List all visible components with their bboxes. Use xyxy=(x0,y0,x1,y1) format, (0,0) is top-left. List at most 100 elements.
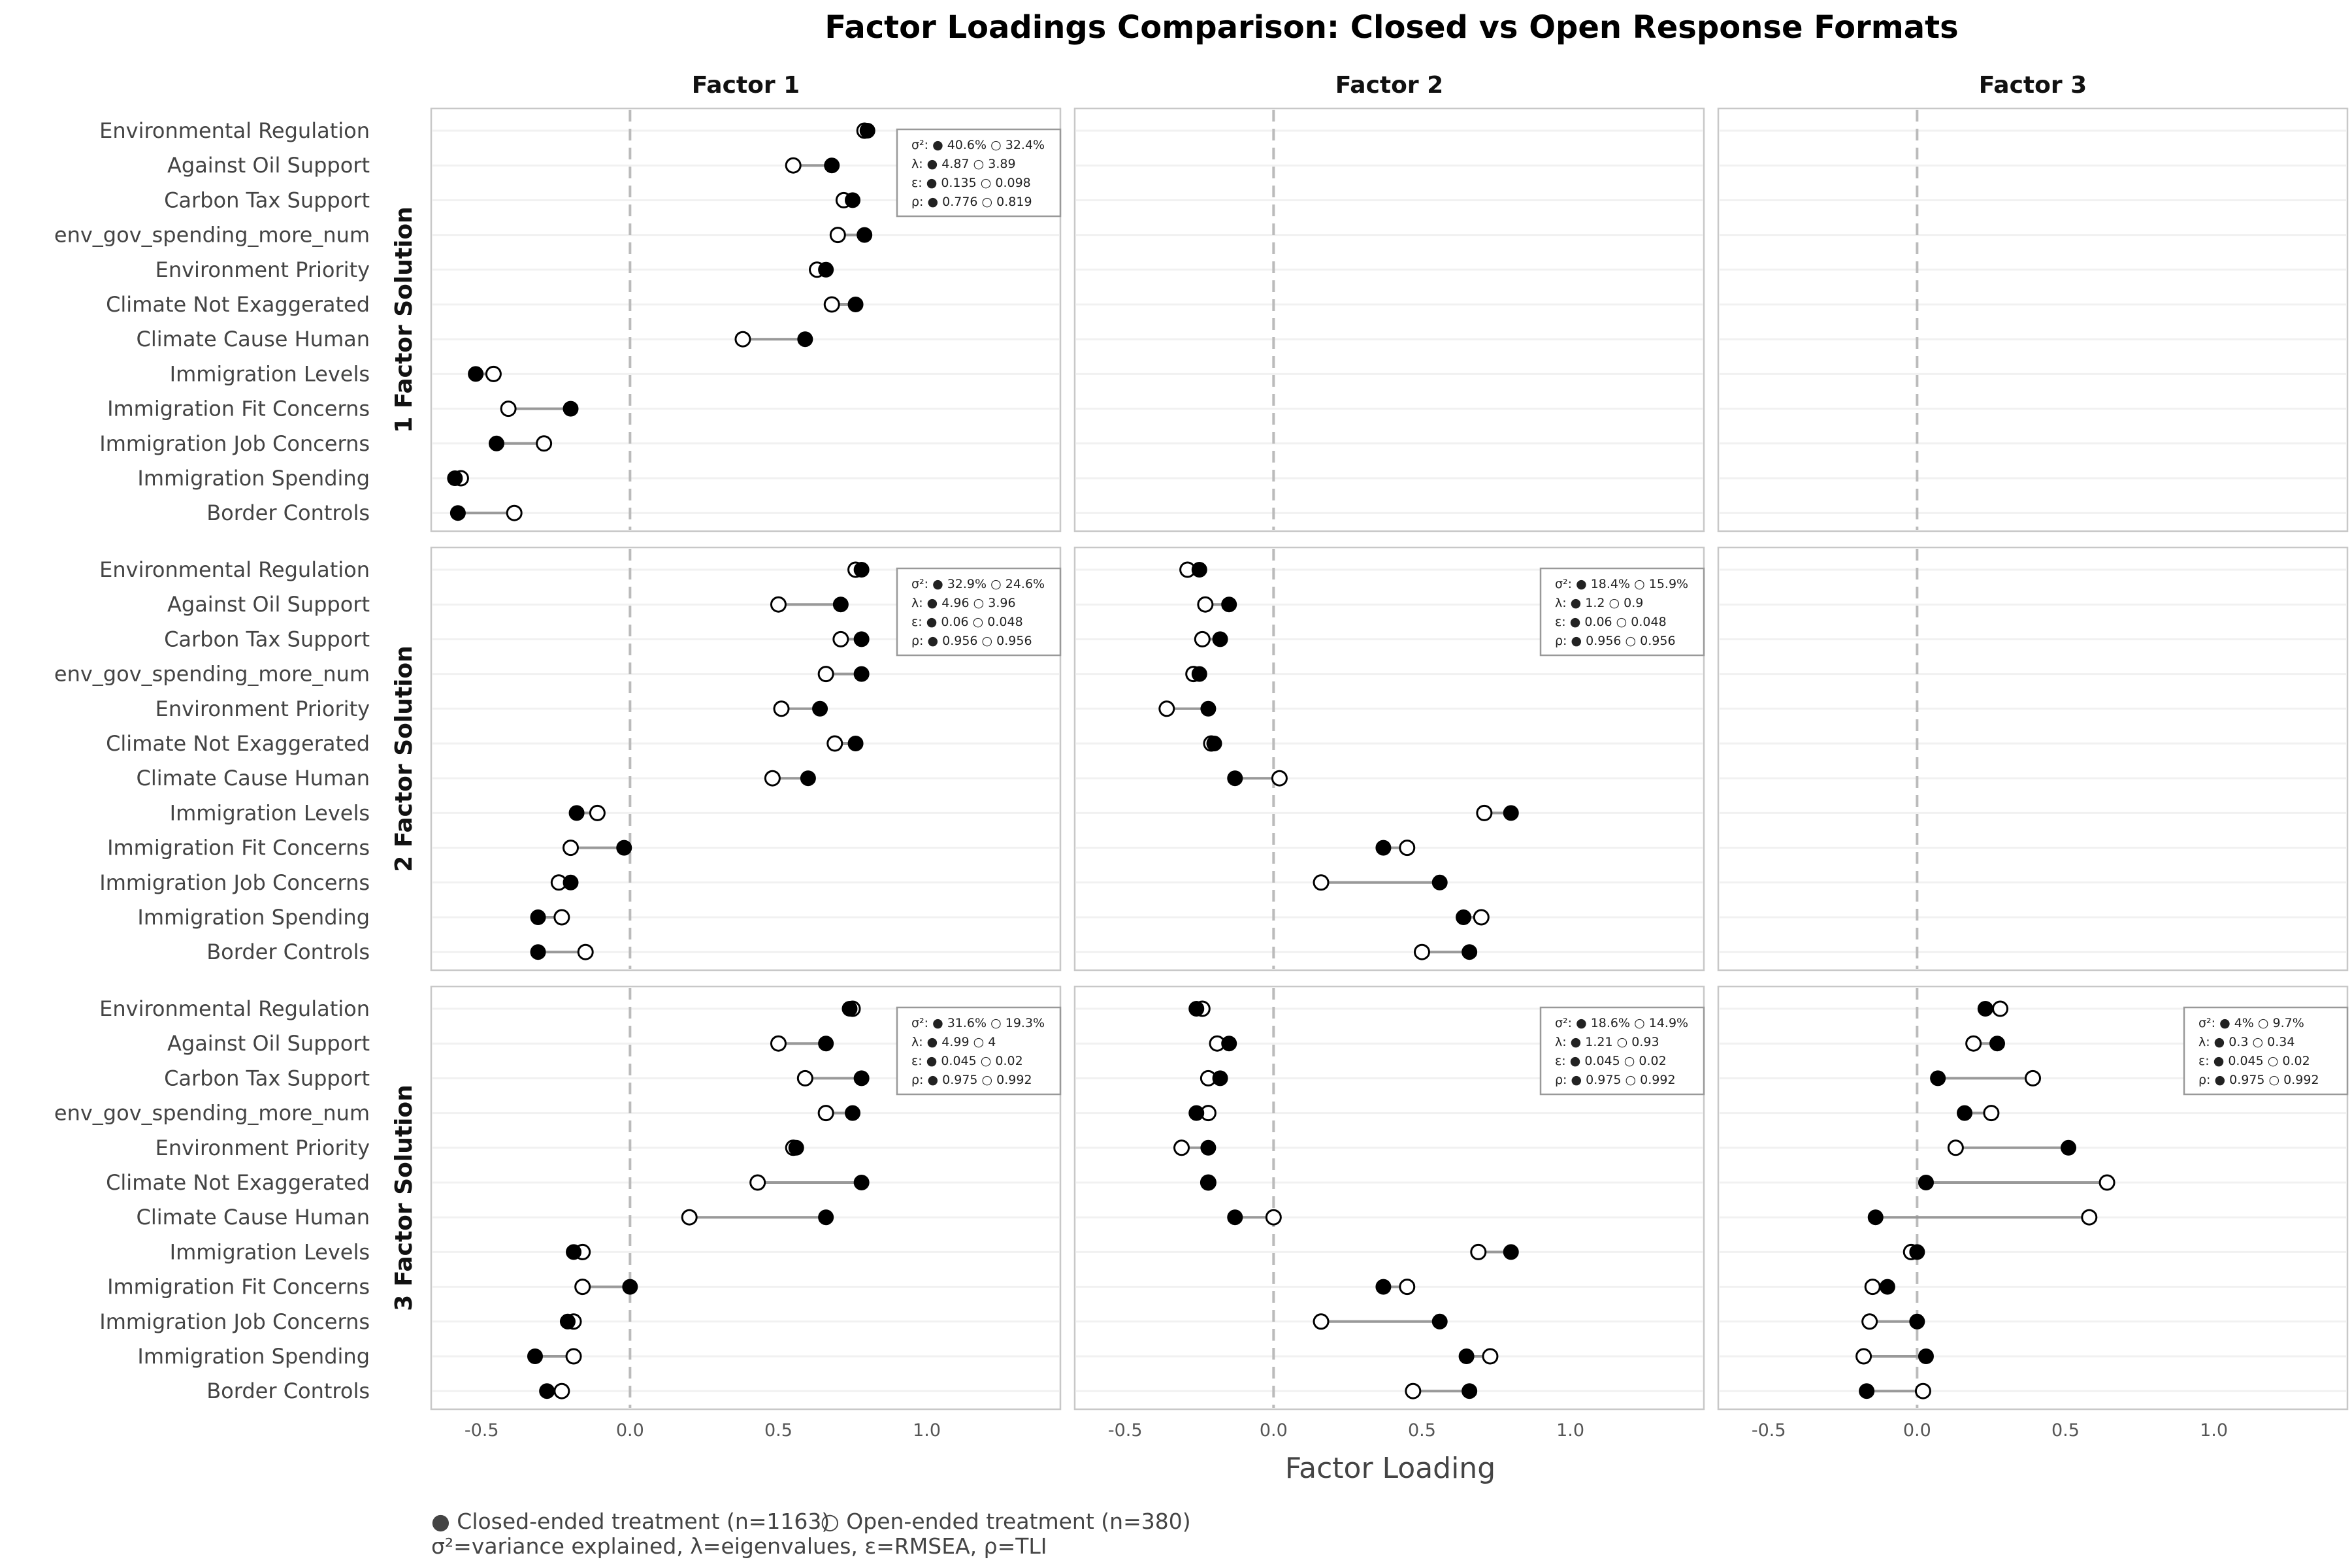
closed-point xyxy=(1206,736,1222,751)
closed-point xyxy=(1221,1036,1237,1052)
open-point xyxy=(500,400,517,417)
open-point xyxy=(565,1348,582,1365)
item-label: Immigration Levels xyxy=(170,1239,370,1264)
closed-point xyxy=(812,700,828,717)
open-point xyxy=(2099,1174,2115,1191)
closed-point xyxy=(853,562,870,578)
closed-point xyxy=(1212,1070,1228,1086)
x-tick-label: 1.0 xyxy=(1556,1420,1584,1441)
open-point xyxy=(1158,700,1175,717)
stats-text: ε: ● 0.045 ○ 0.02 xyxy=(1555,1054,1667,1068)
stats-text: ε: ● 0.045 ○ 0.02 xyxy=(911,1054,1023,1068)
item-label: Environmental Regulation xyxy=(99,996,370,1021)
open-point xyxy=(1197,596,1214,613)
stats-text: λ: ● 1.21 ○ 0.93 xyxy=(1555,1035,1659,1049)
open-point xyxy=(796,1070,813,1086)
stats-text: ρ: ● 0.956 ○ 0.956 xyxy=(1555,634,1676,648)
closed-point xyxy=(859,123,875,139)
closed-point xyxy=(530,909,546,925)
chart-title: Factor Loadings Comparison: Closed vs Op… xyxy=(825,9,1958,46)
open-point xyxy=(1194,630,1211,647)
closed-point xyxy=(853,631,870,647)
x-tick-label: 0.5 xyxy=(1408,1420,1436,1441)
closed-point xyxy=(559,1313,576,1330)
closed-point xyxy=(563,400,579,417)
closed-point xyxy=(1188,1001,1205,1017)
open-point xyxy=(1405,1382,1422,1399)
open-point xyxy=(734,331,751,348)
item-label: Against Oil Support xyxy=(167,592,370,617)
closed-point xyxy=(1188,1105,1205,1121)
item-label: Climate Not Exaggerated xyxy=(106,1170,370,1195)
open-point xyxy=(1265,1209,1282,1226)
open-point xyxy=(1470,1243,1487,1260)
stats-text: ρ: ● 0.776 ○ 0.819 xyxy=(911,195,1032,209)
labels-layer: Factor 1 Factor 2 Factor 3 1 Factor Solutio… xyxy=(54,72,2228,1441)
stats-text: λ: ● 4.87 ○ 3.89 xyxy=(911,157,1016,171)
legend-note: σ²=variance explained, λ=eigenvalues, ε=… xyxy=(431,1533,1047,1559)
row-title: 3 Factor Solution xyxy=(391,1085,417,1311)
closed-point xyxy=(1930,1070,1946,1086)
open-point xyxy=(1861,1313,1878,1330)
closed-point xyxy=(1918,1348,1934,1364)
closed-point xyxy=(1200,1139,1217,1156)
x-tick-label: 0.0 xyxy=(1260,1420,1288,1441)
closed-point xyxy=(1431,874,1448,890)
open-point xyxy=(589,804,606,821)
closed-point xyxy=(1503,805,1519,821)
stats-text: ρ: ● 0.975 ○ 0.992 xyxy=(911,1073,1032,1087)
open-point xyxy=(1413,943,1430,960)
closed-point xyxy=(847,736,864,751)
x-tick-label: 0.5 xyxy=(764,1420,792,1441)
open-point xyxy=(1864,1279,1881,1296)
item-label: Carbon Tax Support xyxy=(164,188,370,212)
closed-point xyxy=(1221,596,1237,613)
column-title: Factor 1 xyxy=(692,72,800,99)
closed-point xyxy=(1859,1383,1875,1399)
open-point xyxy=(773,700,790,717)
stats-text: σ²: ● 18.4% ○ 15.9% xyxy=(1555,577,1688,591)
stats-text: ε: ● 0.06 ○ 0.048 xyxy=(1555,615,1667,629)
closed-point xyxy=(1957,1105,1973,1121)
closed-point xyxy=(818,261,834,278)
item-label: Immigration Job Concerns xyxy=(99,431,370,456)
item-label: Environmental Regulation xyxy=(99,557,370,582)
stats-text: λ: ● 4.99 ○ 4 xyxy=(911,1035,996,1049)
closed-point xyxy=(841,1001,858,1017)
closed-point xyxy=(1456,909,1472,925)
open-point xyxy=(1173,1139,1190,1156)
closed-point xyxy=(563,874,579,890)
open-point xyxy=(817,1105,834,1122)
open-point xyxy=(1947,1139,1964,1156)
x-tick-label: -0.5 xyxy=(1108,1420,1143,1441)
open-point xyxy=(823,296,840,313)
open-point xyxy=(770,596,787,613)
open-point xyxy=(2025,1070,2041,1086)
open-point xyxy=(1992,1000,2009,1017)
legend-closed: ● Closed-ended treatment (n=1163) xyxy=(431,1509,830,1534)
closed-point xyxy=(832,596,849,613)
open-point xyxy=(1482,1348,1499,1365)
panels-layer: σ²: ● 40.6% ○ 32.4% λ: ● 4.87 ○ 3.89 ε: ● … xyxy=(430,107,2349,1411)
closed-point xyxy=(1879,1279,1895,1295)
item-label: Environmental Regulation xyxy=(99,118,370,143)
closed-point xyxy=(853,666,870,682)
facet-panel: σ²: ● 31.6% ○ 19.3% λ: ● 4.99 ○ 4 ε: ● 0.0… xyxy=(430,985,1062,1411)
facet-panel: σ²: ● 40.6% ○ 32.4% λ: ● 4.87 ○ 3.89 ε: ● … xyxy=(430,107,1062,532)
x-tick-label: -0.5 xyxy=(1752,1420,1786,1441)
open-point xyxy=(536,435,553,452)
open-point xyxy=(1476,804,1493,821)
closed-point xyxy=(1200,700,1217,717)
closed-point xyxy=(1458,1348,1475,1364)
item-label: Immigration Job Concerns xyxy=(99,1309,370,1334)
closed-point xyxy=(797,331,813,348)
facet-panel: σ²: ● 18.6% ○ 14.9% λ: ● 1.21 ○ 0.93 ε: ● … xyxy=(1073,985,1705,1411)
item-label: Climate Cause Human xyxy=(137,1205,370,1230)
closed-point xyxy=(853,1070,870,1086)
closed-point xyxy=(788,1139,804,1156)
closed-point xyxy=(1462,1383,1478,1399)
stats-text: ε: ● 0.045 ○ 0.02 xyxy=(2198,1054,2310,1068)
column-title: Factor 2 xyxy=(1335,72,1443,99)
closed-point xyxy=(800,770,816,787)
stats-text: λ: ● 1.2 ○ 0.9 xyxy=(1555,596,1643,610)
